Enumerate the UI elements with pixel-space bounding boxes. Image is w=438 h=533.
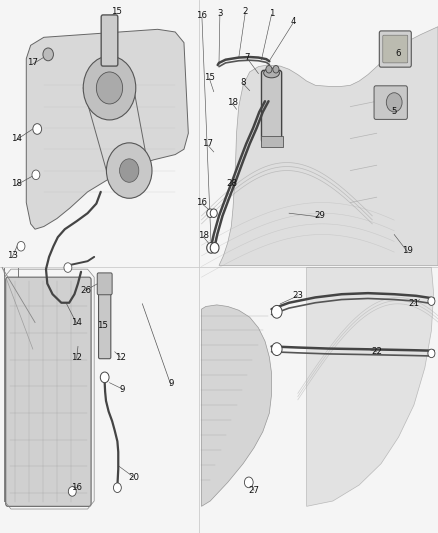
Circle shape [210, 209, 217, 217]
Circle shape [83, 56, 136, 120]
Text: 14: 14 [11, 134, 22, 143]
Text: 27: 27 [248, 486, 260, 495]
Circle shape [244, 477, 253, 488]
Bar [261, 136, 283, 147]
FancyBboxPatch shape [101, 15, 118, 66]
Ellipse shape [264, 68, 279, 78]
FancyBboxPatch shape [379, 31, 411, 67]
Circle shape [120, 159, 139, 182]
Text: 15: 15 [97, 321, 109, 329]
Text: 15: 15 [110, 7, 122, 16]
Text: 21: 21 [408, 300, 420, 308]
Text: 16: 16 [196, 12, 208, 20]
Polygon shape [201, 305, 272, 506]
Circle shape [33, 124, 42, 134]
Text: 16: 16 [71, 483, 82, 492]
FancyBboxPatch shape [99, 292, 111, 359]
FancyBboxPatch shape [261, 70, 282, 142]
Text: 8: 8 [240, 78, 246, 87]
Text: 18: 18 [11, 180, 22, 188]
Circle shape [210, 243, 219, 253]
Circle shape [68, 487, 76, 496]
Circle shape [266, 66, 272, 73]
Text: 15: 15 [204, 73, 215, 82]
Text: 12: 12 [115, 353, 126, 361]
FancyBboxPatch shape [383, 35, 408, 63]
Circle shape [64, 263, 72, 272]
Text: 26: 26 [80, 286, 91, 295]
Circle shape [272, 305, 282, 318]
FancyBboxPatch shape [374, 86, 407, 119]
FancyBboxPatch shape [97, 273, 112, 295]
Circle shape [106, 143, 152, 198]
Circle shape [113, 483, 121, 492]
Text: 12: 12 [71, 353, 82, 361]
Text: 16: 16 [196, 198, 208, 207]
Text: 17: 17 [202, 140, 213, 148]
Text: 4: 4 [291, 17, 296, 26]
Text: 14: 14 [71, 318, 82, 327]
Polygon shape [307, 268, 434, 506]
Circle shape [428, 349, 435, 358]
Text: 29: 29 [314, 212, 325, 220]
Text: 9: 9 [168, 379, 173, 388]
Polygon shape [219, 27, 438, 265]
Text: 22: 22 [371, 348, 382, 356]
Text: 9: 9 [120, 385, 125, 393]
Text: 28: 28 [226, 180, 238, 188]
Text: 2: 2 [243, 7, 248, 16]
Text: 13: 13 [7, 252, 18, 260]
Circle shape [207, 209, 214, 217]
Circle shape [386, 93, 402, 112]
Circle shape [273, 66, 279, 73]
Text: 17: 17 [27, 58, 39, 67]
Text: 5: 5 [392, 108, 397, 116]
Text: 6: 6 [396, 49, 401, 58]
Circle shape [100, 372, 109, 383]
Circle shape [428, 297, 435, 305]
Circle shape [207, 243, 215, 253]
Text: 3: 3 [217, 9, 223, 18]
FancyBboxPatch shape [6, 277, 91, 506]
Text: 20: 20 [128, 473, 139, 481]
Text: 18: 18 [198, 231, 209, 240]
Circle shape [43, 48, 53, 61]
Text: 19: 19 [402, 246, 413, 255]
Circle shape [272, 343, 282, 356]
Circle shape [96, 72, 123, 104]
Text: 18: 18 [226, 98, 238, 107]
Text: 23: 23 [292, 292, 304, 300]
Polygon shape [26, 29, 188, 229]
Text: 1: 1 [269, 9, 274, 18]
Circle shape [32, 170, 40, 180]
Text: 7: 7 [245, 53, 250, 62]
Circle shape [17, 241, 25, 251]
